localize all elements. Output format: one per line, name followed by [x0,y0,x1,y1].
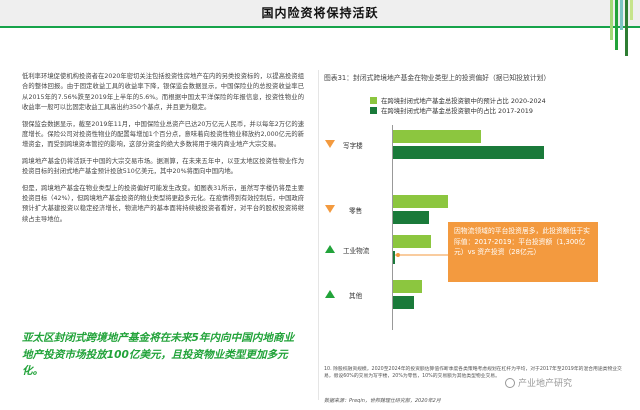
category-label: 工业物流 [343,247,370,255]
trend-up-icon [325,290,335,298]
chart-axis [392,125,393,330]
figure-title: 图表31：封闭式跨境地产基金在物业类型上的投资偏好（据已知投放计划） [324,74,551,82]
paragraph-1: 低利率环境促使机构投资者在2020年密切关注包括投资性房地产在内的另类投资标的，… [22,73,304,112]
highlight-quote: 亚太区封闭式跨境地产基金将在未来5年内向中国内地商业地产投资市场投放100亿美元… [22,332,295,377]
chart-callout: 因物流领域的平台投资居多，此投资额低于实际值：2017-2019：平台投资额（1… [448,222,598,282]
wechat-icon [505,378,515,388]
bar-historical [393,251,396,264]
trend-down-icon [325,140,335,148]
bar-historical [393,296,414,309]
paragraph-4: 但是，跨境地产基金在物业类型上的投资偏好可能发生改变。如图表31所示，虽然写字楼… [22,184,304,223]
trend-up-icon [325,245,335,253]
paragraph-3: 跨境地产基金仍将活跃于中国的大宗交易市场。据测算，在未来五年中，以亚太地区投资性… [22,157,304,176]
bar-forecast [393,280,423,293]
legend-item: 在跨境封闭式地产基金总投资额中的预计占比 2020-2024 [370,95,546,105]
category-label: 写字楼 [343,142,363,150]
bar-historical [393,211,429,224]
paragraph-2: 银保监会数据显示，截至2019年11月，中国保险业总资产已达20万亿元人民币，并… [22,120,304,149]
category-label: 零售 [349,207,363,215]
chart-legend: 在跨境封闭式地产基金总投资额中的预计占比 2020-2024 在跨境封闭式地产基… [370,95,546,115]
legend-item: 在跨境封闭式地产基金总投资额中的占比 2017-2019 [370,105,546,115]
bar-forecast [393,130,482,143]
body-text-column: 低利率环境促使机构投资者在2020年密切关注包括投资性房地产在内的另类投资标的，… [22,72,304,231]
header-divider [0,26,640,28]
footnote: 10. 除股权融资规模，2020至2024年的投资额估算值作断季度各类策略考虑规… [324,367,622,379]
watermark-text: 产业地产研究 [518,379,573,389]
decorative-bars-icon [610,0,633,56]
bar-forecast [393,195,448,208]
legend-swatch-light [370,96,377,104]
column-divider [318,70,319,400]
legend-label: 在跨境封闭式地产基金总投资额中的预计占比 2020-2024 [381,96,546,105]
page-header: 国内险资将保持活跃 [0,0,640,26]
trend-down-icon [325,205,335,213]
source-note: 数据来源：Preqin，世邦魏理仕研究部，2020年2月 [324,398,441,404]
legend-swatch-dark [370,106,377,114]
page-title: 国内险资将保持活跃 [261,6,379,20]
category-label: 其他 [349,292,363,300]
bar-historical [393,146,545,159]
bar-forecast [393,235,431,248]
legend-label: 在跨境封闭式地产基金总投资额中的占比 2017-2019 [381,106,533,115]
callout-connector [395,253,450,257]
